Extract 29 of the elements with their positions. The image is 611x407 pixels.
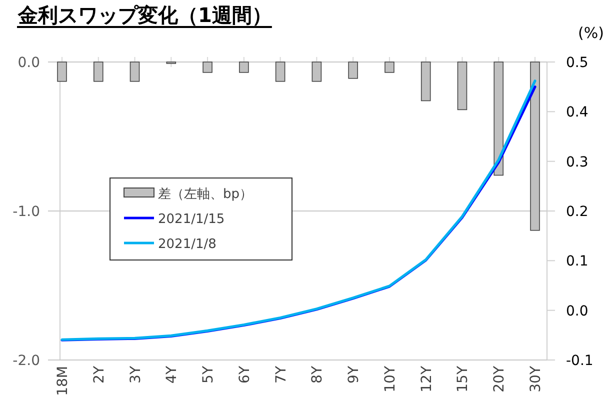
x-tick-label: 5Y (200, 366, 217, 384)
y-tick-label: -1.0 (12, 204, 40, 220)
x-tick-label: 9Y (346, 366, 362, 384)
x-tick-label: 30Y (528, 366, 544, 392)
chart-title: 金利スワップ変化（1週間） (17, 3, 272, 27)
y2-axis-title: (%) (578, 24, 604, 42)
x-tick-label: 18M (55, 366, 71, 396)
x-tick-label: 12Y (418, 366, 435, 392)
y2-tick-label: -0.1 (566, 353, 594, 369)
y2-tick-label: 0.4 (566, 104, 588, 121)
x-tick-label: 3Y (128, 366, 144, 384)
x-tick-label: 10Y (382, 366, 398, 392)
x-tick-label: 4Y (164, 366, 180, 384)
x-tick-label: 2Y (91, 366, 108, 384)
y2-tick-label: 0.3 (566, 154, 588, 170)
y2-tick-label: 0.2 (566, 204, 588, 220)
y-tick-label: -2.0 (12, 353, 40, 369)
x-tick-label: 6Y (236, 366, 253, 384)
x-tick-label: 15Y (455, 366, 472, 392)
y2-tick-label: 0.1 (566, 254, 588, 270)
y2-tick-label: 0.0 (566, 303, 588, 320)
x-tick-label: 8Y (310, 366, 326, 384)
x-tick-label: 7Y (273, 366, 290, 384)
x-tick-label: 20Y (492, 366, 508, 392)
y-tick-label: 0.0 (18, 55, 40, 71)
legend-label: 2021/1/15 (158, 212, 225, 227)
y2-tick-label: 0.5 (566, 55, 588, 71)
legend-label: 2021/1/8 (158, 237, 216, 252)
legend-label: 差（左軸、bp） (158, 187, 253, 202)
